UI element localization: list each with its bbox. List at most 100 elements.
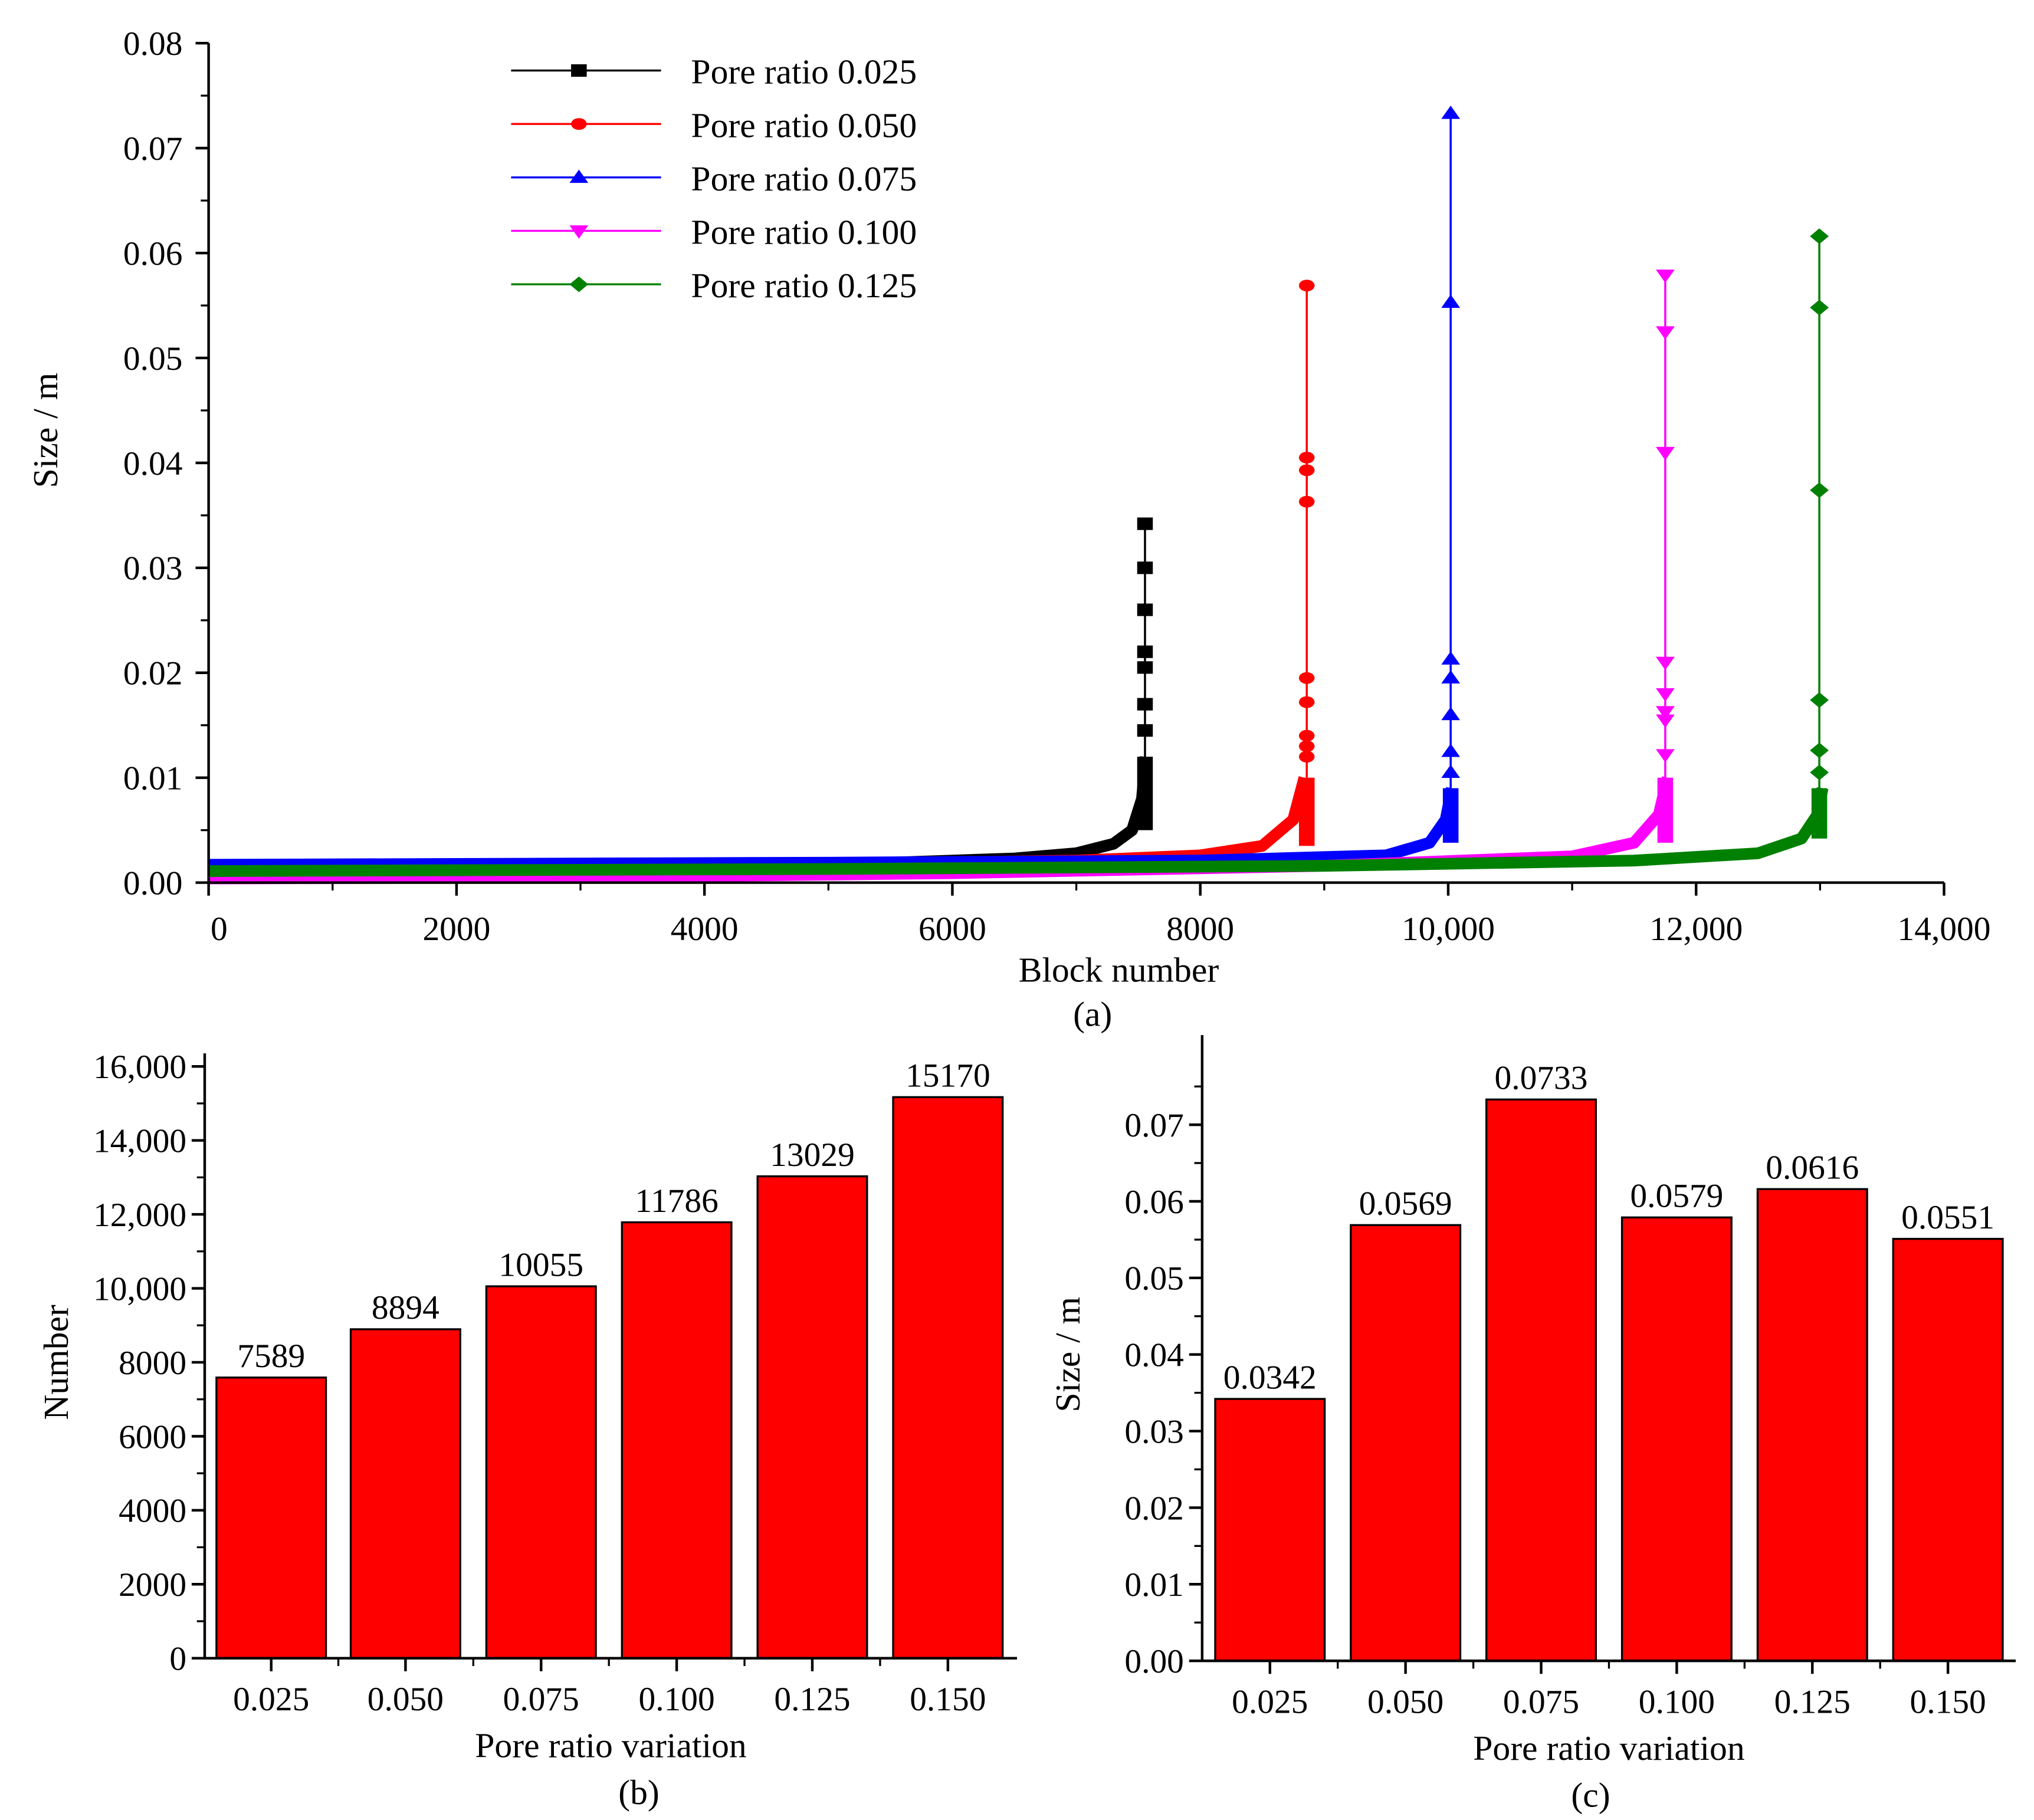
marker-triangle-down <box>1655 270 1675 283</box>
series-triangle-down <box>208 270 1675 885</box>
bar-data-label: 0.0569 <box>1359 1185 1452 1223</box>
x-tick-label: 12,000 <box>1649 911 1743 948</box>
bar-data-label: 0.0733 <box>1495 1060 1588 1097</box>
x-tick-label: 0 <box>211 911 228 948</box>
marker-square <box>1137 603 1153 616</box>
marker-circle <box>1298 730 1315 742</box>
bar <box>485 1285 597 1660</box>
marker-triangle-down <box>1655 688 1675 702</box>
y-tick-label: 10,000 <box>93 1270 186 1307</box>
legend-label: Pore ratio 0.100 <box>691 213 917 252</box>
bar-data-label: 0.0579 <box>1630 1178 1723 1215</box>
y-tick-label: 0.06 <box>1124 1184 1184 1221</box>
y-tick-label: 0.00 <box>123 865 183 902</box>
marker-triangle-down <box>1655 326 1675 340</box>
marker-square <box>1137 561 1153 574</box>
marker-circle <box>1298 495 1315 508</box>
bar-data-label: 0.0616 <box>1766 1149 1859 1187</box>
x-tick-label: 0.075 <box>1503 1684 1579 1721</box>
bar-data-label: 10055 <box>498 1246 583 1283</box>
y-tick-label: 0.01 <box>123 760 183 797</box>
marker-circle <box>571 118 587 130</box>
x-tick-label: 0.050 <box>1367 1684 1444 1721</box>
x-tick-label: 0.125 <box>1774 1684 1851 1721</box>
y-tick-label: 0.01 <box>1124 1566 1184 1604</box>
x-tick-label: 0.100 <box>1639 1684 1715 1721</box>
marker-circle <box>1298 280 1315 292</box>
panel-c-bar-chart: 0.0342 0.025 0.0569 0.050 0.0733 0.075 0.0579 0… <box>1048 1035 2016 1815</box>
bar <box>621 1221 733 1660</box>
marker-triangle-down <box>1655 446 1675 461</box>
marker-triangle-down <box>1655 706 1675 720</box>
y-tick-label: 0.02 <box>123 655 183 692</box>
x-axis-title: Pore ratio variation <box>1473 1729 1745 1768</box>
y-tick-label: 0.04 <box>123 445 183 482</box>
marker-circle <box>1298 452 1315 464</box>
legend-label: Pore ratio 0.050 <box>691 106 917 144</box>
x-tick-label: 6000 <box>918 911 986 948</box>
y-tick-label: 0.05 <box>1124 1260 1184 1297</box>
bar-data-label: 15170 <box>906 1057 990 1095</box>
y-tick-label: 8000 <box>119 1345 186 1382</box>
x-tick-label: 2000 <box>422 911 490 948</box>
marker-square <box>1137 517 1153 530</box>
marker-circle <box>1298 696 1315 708</box>
y-tick-label: 4000 <box>119 1493 186 1530</box>
y-tick-label: 0.05 <box>123 340 183 377</box>
marker-diamond <box>1810 692 1829 708</box>
x-axis-title: Pore ratio variation <box>475 1726 747 1765</box>
marker-square <box>1137 698 1153 711</box>
series-curve <box>208 787 1458 871</box>
marker-triangle-up <box>1441 743 1461 757</box>
marker-circle <box>1298 672 1315 684</box>
legend: Pore ratio 0.025 Pore ratio 0.050 Pore rat… <box>511 52 917 305</box>
marker-circle <box>1298 740 1315 753</box>
y-tick-label: 0.07 <box>123 130 183 167</box>
x-tick-label: 14,000 <box>1897 911 1990 948</box>
marker-diamond <box>1810 764 1829 781</box>
marker-triangle-down <box>569 225 589 239</box>
x-tick-label: 0.050 <box>368 1681 444 1718</box>
bar <box>349 1328 461 1660</box>
bar <box>1892 1237 2004 1662</box>
series-dense-tail <box>1298 777 1315 846</box>
y-tick-label: 14,000 <box>93 1123 186 1160</box>
y-tick-label: 0.03 <box>123 550 183 587</box>
marker-triangle-down <box>1655 714 1675 728</box>
bar <box>215 1377 327 1660</box>
bar <box>892 1096 1004 1660</box>
y-tick-label: 0.04 <box>1124 1337 1184 1374</box>
x-tick-label: 10,000 <box>1402 911 1495 948</box>
panel-b-bar-chart: 7589 0.025 8894 0.050 10055 0.075 11786 0.100 13… <box>37 1049 1017 1812</box>
legend-label: Pore ratio 0.075 <box>691 159 917 198</box>
bar-data-label: 0.0551 <box>1901 1199 1994 1236</box>
bar <box>756 1175 868 1660</box>
series-diamond <box>208 228 1829 877</box>
marker-triangle-up <box>1441 764 1461 778</box>
bar <box>1756 1188 1868 1662</box>
panel-a-line-chart: 0 2000 4000 6000 8000 10,000 12,000 14,000 0.00 0… <box>26 25 1990 1034</box>
series-triangle-up <box>208 106 1461 871</box>
bar-data-label: 7589 <box>237 1338 305 1375</box>
x-tick-label: 0.150 <box>1910 1684 1986 1721</box>
series-dense-tail <box>1442 788 1459 843</box>
y-tick-label: 0.07 <box>1124 1107 1184 1144</box>
bar <box>1485 1098 1597 1662</box>
marker-square <box>1137 645 1153 658</box>
marker-diamond <box>1810 300 1829 316</box>
y-axis-title: Size / m <box>26 373 65 488</box>
y-tick-label: 0.06 <box>123 235 183 272</box>
marker-triangle-down <box>1655 656 1675 671</box>
series-curve <box>208 756 1152 872</box>
y-tick-label: 0 <box>169 1641 186 1678</box>
y-tick-label: 0.08 <box>123 25 183 63</box>
marker-diamond <box>569 276 589 293</box>
x-axis-title: Block number <box>1019 951 1219 990</box>
marker-diamond <box>1810 482 1829 498</box>
panel-label: (b) <box>618 1773 660 1812</box>
y-axis-title: Number <box>37 1305 76 1420</box>
x-tick-label: 0.075 <box>503 1681 579 1718</box>
y-tick-label: 16,000 <box>93 1049 186 1086</box>
marker-triangle-up <box>1441 651 1461 665</box>
